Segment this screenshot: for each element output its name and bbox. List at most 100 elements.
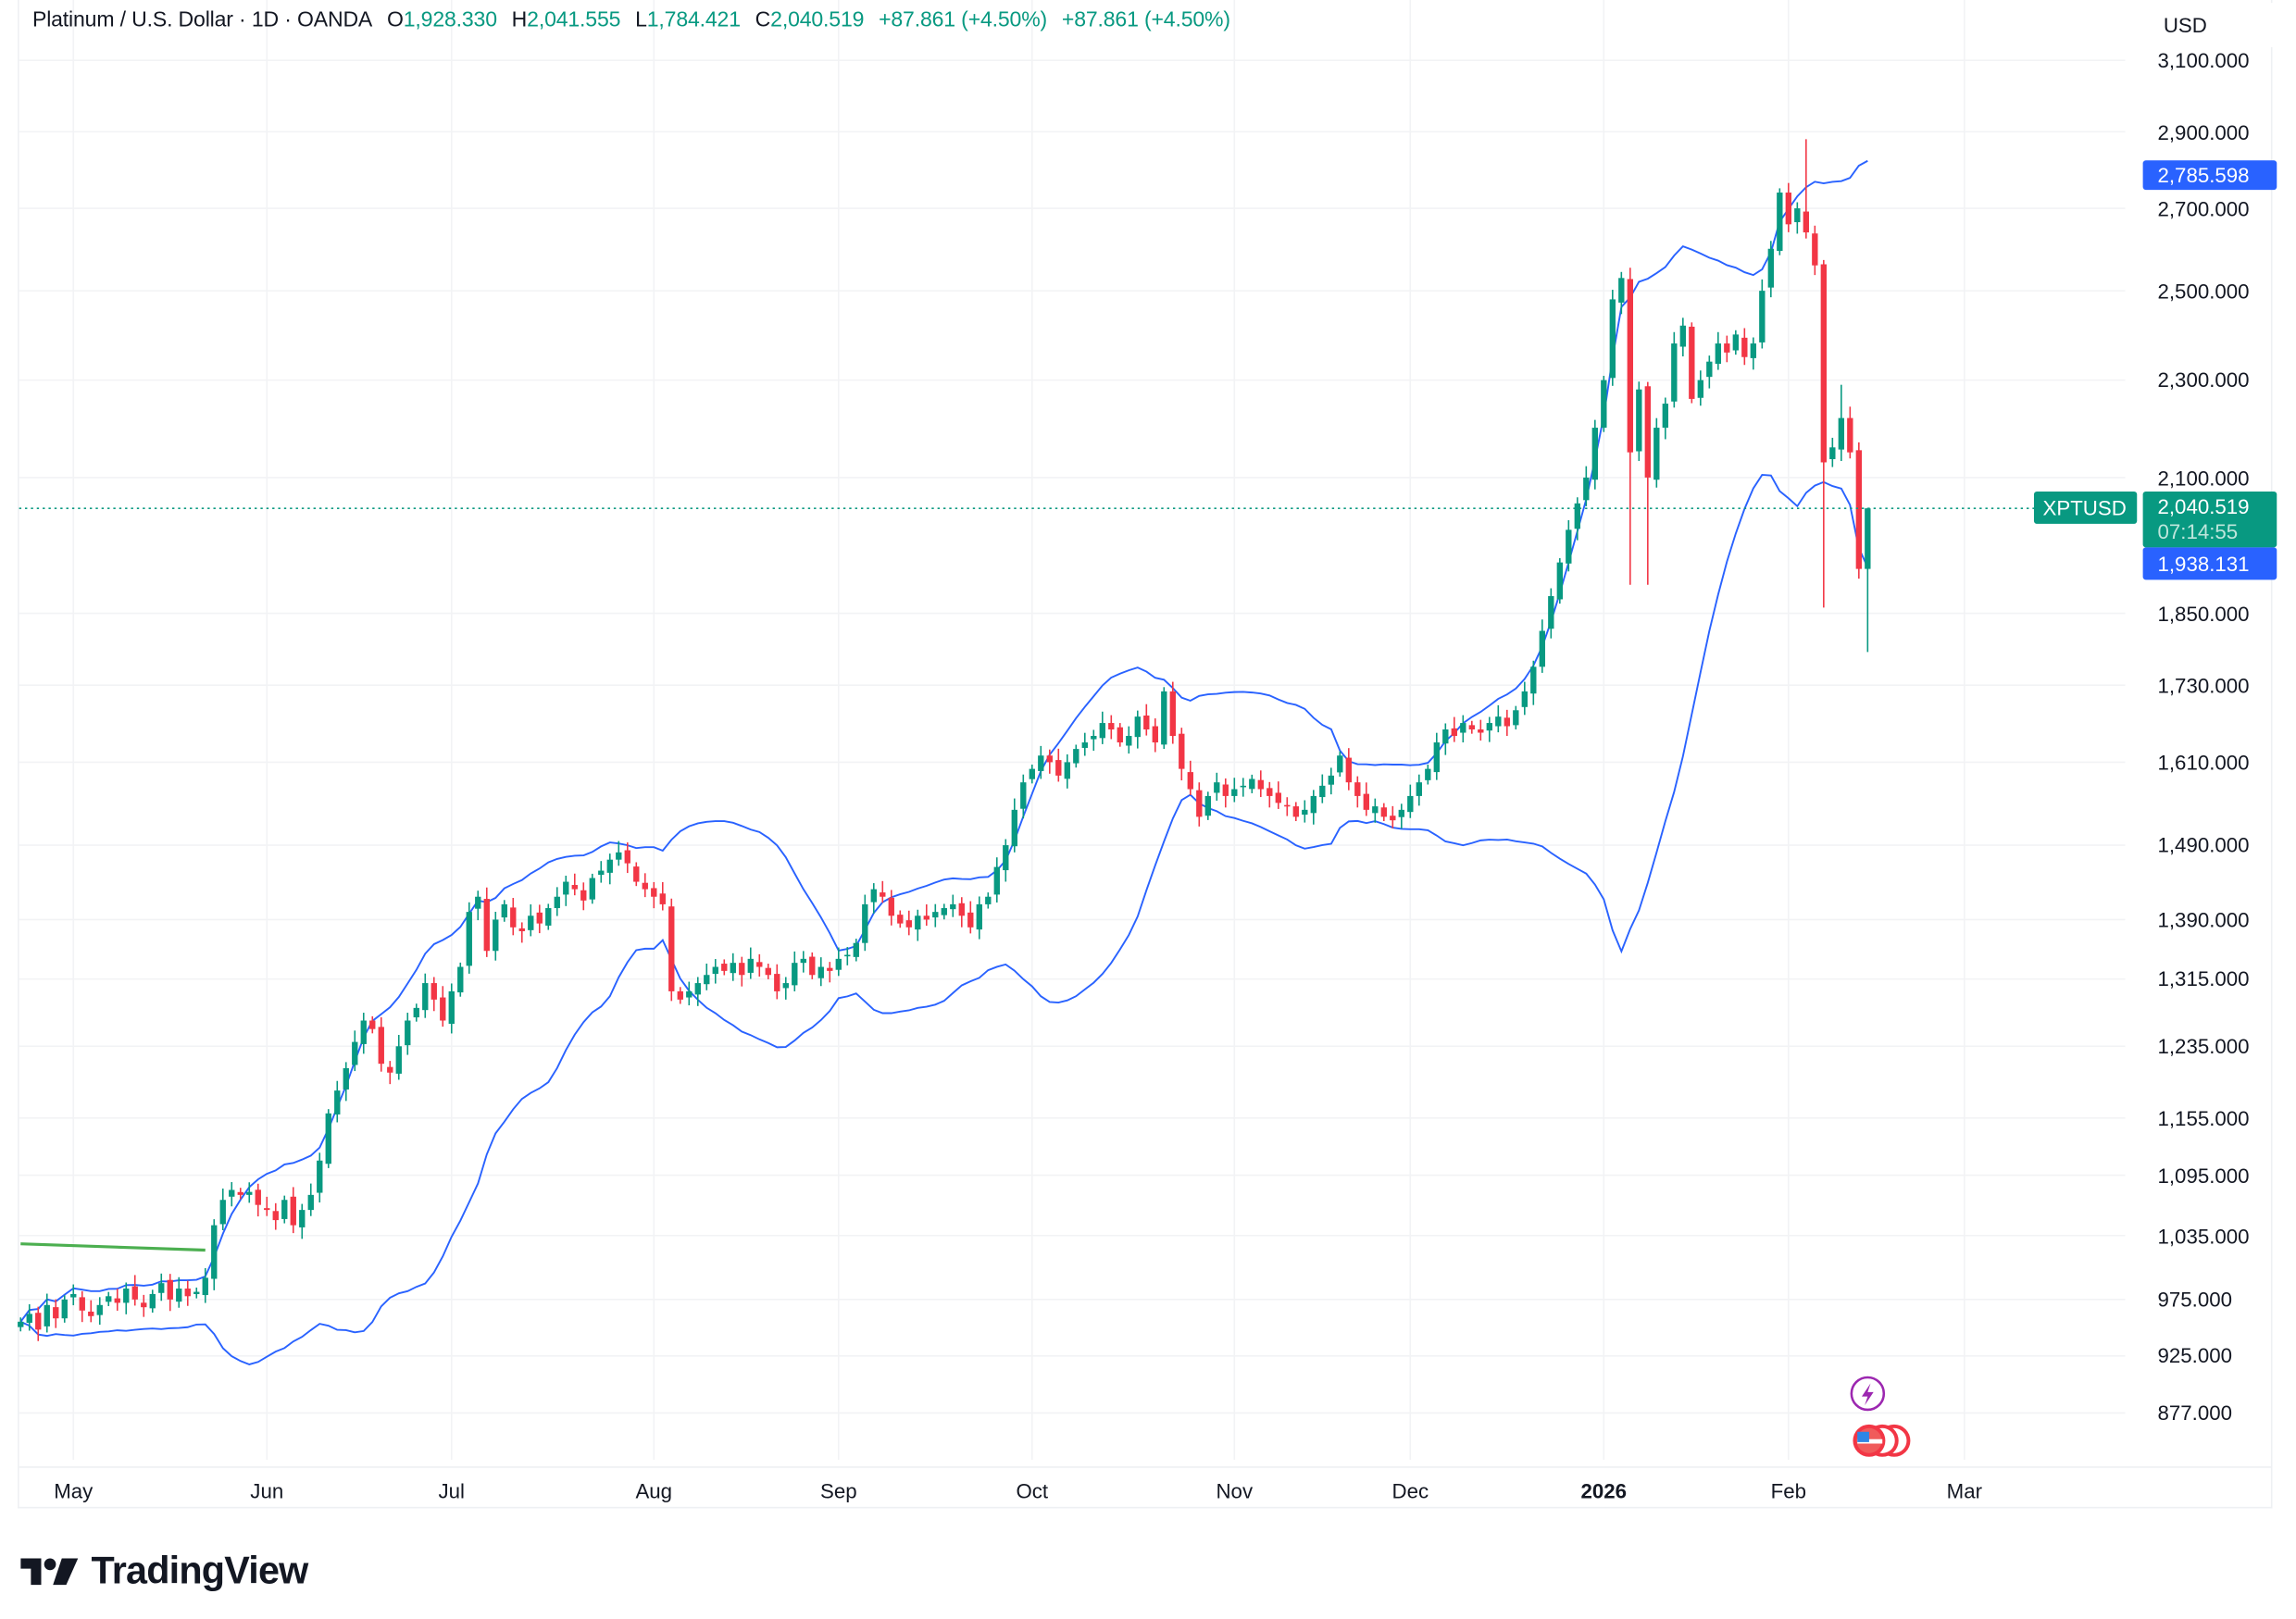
candle [1689,322,1695,404]
price-axis-label: 925.000 [2157,1344,2232,1368]
candle [1855,442,1863,579]
candle-body [1530,666,1537,694]
candle-body [501,903,507,918]
us-flag-event-icon[interactable] [1853,1424,1911,1457]
candle-body [1847,417,1853,453]
candle [1486,716,1492,742]
candle-body [61,1299,68,1319]
candle-body [1601,380,1607,429]
candle [448,983,455,1034]
candle-body [1345,757,1352,783]
candle-body [26,1314,32,1323]
candle-body [1204,795,1211,816]
candle [862,894,868,952]
price-axis-label: 1,095.000 [2157,1163,2250,1188]
price-axis-label: 1,035.000 [2157,1224,2250,1248]
candle [1724,335,1730,363]
candle [721,959,728,976]
candle-body [229,1189,235,1197]
currency-button[interactable]: USD [2148,3,2273,47]
candle-body [1838,417,1845,450]
candle [466,902,472,974]
candle-body [1583,477,1590,501]
candle [1847,406,1853,459]
candle-body [18,1321,24,1327]
chart-plot[interactable] [0,0,2296,1515]
candle-body [1108,723,1115,730]
candle-body [272,1211,279,1221]
candle-body [1574,503,1580,529]
candle-body [1679,325,1687,347]
symbol-tag: XPTUSD [2033,492,2138,525]
lightning-event-icon[interactable] [1850,1376,1886,1412]
upper-band-line [19,159,1868,1323]
candle-body [1486,723,1492,731]
candle-body [835,958,842,970]
candle [958,897,965,928]
candle [1073,744,1079,768]
candle [317,1152,323,1203]
candle-body [1038,755,1044,771]
tradingview-wordmark: TradingView [91,1548,309,1593]
candle-body [694,983,701,995]
candle-body [1152,726,1158,743]
tradingview-logo[interactable]: TradingView [20,1548,309,1593]
price-axis-label: 1,155.000 [2157,1106,2250,1130]
candle [1618,271,1625,315]
candle [18,1317,24,1332]
candle [1363,782,1369,816]
symbol-title[interactable]: Platinum / U.S. Dollar · 1D · OANDA [31,8,373,32]
candle-body [1662,404,1669,429]
candle-body [307,1194,314,1211]
candle-body [334,1090,341,1115]
candle [255,1183,261,1217]
candle [1416,774,1422,806]
candle [1759,279,1766,349]
change-value-2: +87.861 (+4.50%) [1061,8,1230,32]
candle [1539,619,1545,673]
candle-body [624,850,630,864]
candle [1284,797,1291,816]
candle-body [158,1283,165,1293]
candle-body [299,1210,306,1227]
candle-body [1478,729,1484,733]
candle [1302,800,1308,823]
candle [1187,760,1193,796]
candle [1865,507,1871,653]
lower-band-tag: 1,938.131 [2142,547,2277,580]
candle-body [1425,768,1431,780]
candle-body [598,870,605,876]
last-price-value: 2,040.519 [2157,494,2250,519]
candle [1548,588,1554,639]
candle [580,882,587,911]
candle [774,964,780,1000]
candle-body [141,1302,147,1308]
open-label: O [386,8,404,32]
candle [1407,784,1414,818]
candle-body [1451,728,1457,737]
candle-body [1495,716,1502,727]
candle [1513,705,1519,730]
candle-body [1724,343,1730,353]
candle-body [1143,715,1150,730]
candle-body [1055,760,1062,776]
candle-body [1706,361,1713,378]
close-value: 2,040.519 [770,8,865,32]
candle [405,1013,411,1055]
candle-body [184,1289,191,1297]
candle [422,973,429,1018]
candle [264,1196,270,1216]
candle [26,1304,32,1331]
price-axis-label: 3,100.000 [2157,48,2250,72]
candle [1029,764,1035,784]
candle-body [958,903,965,916]
candle [1196,782,1203,827]
price-axis-label: 1,850.000 [2157,601,2250,626]
candle [694,977,701,1006]
candle [387,1061,393,1085]
candle-body [1275,792,1281,803]
candle [1003,839,1009,882]
low-value: 1,784.421 [646,8,741,32]
candle [1504,709,1510,736]
candle-body [395,1046,402,1074]
